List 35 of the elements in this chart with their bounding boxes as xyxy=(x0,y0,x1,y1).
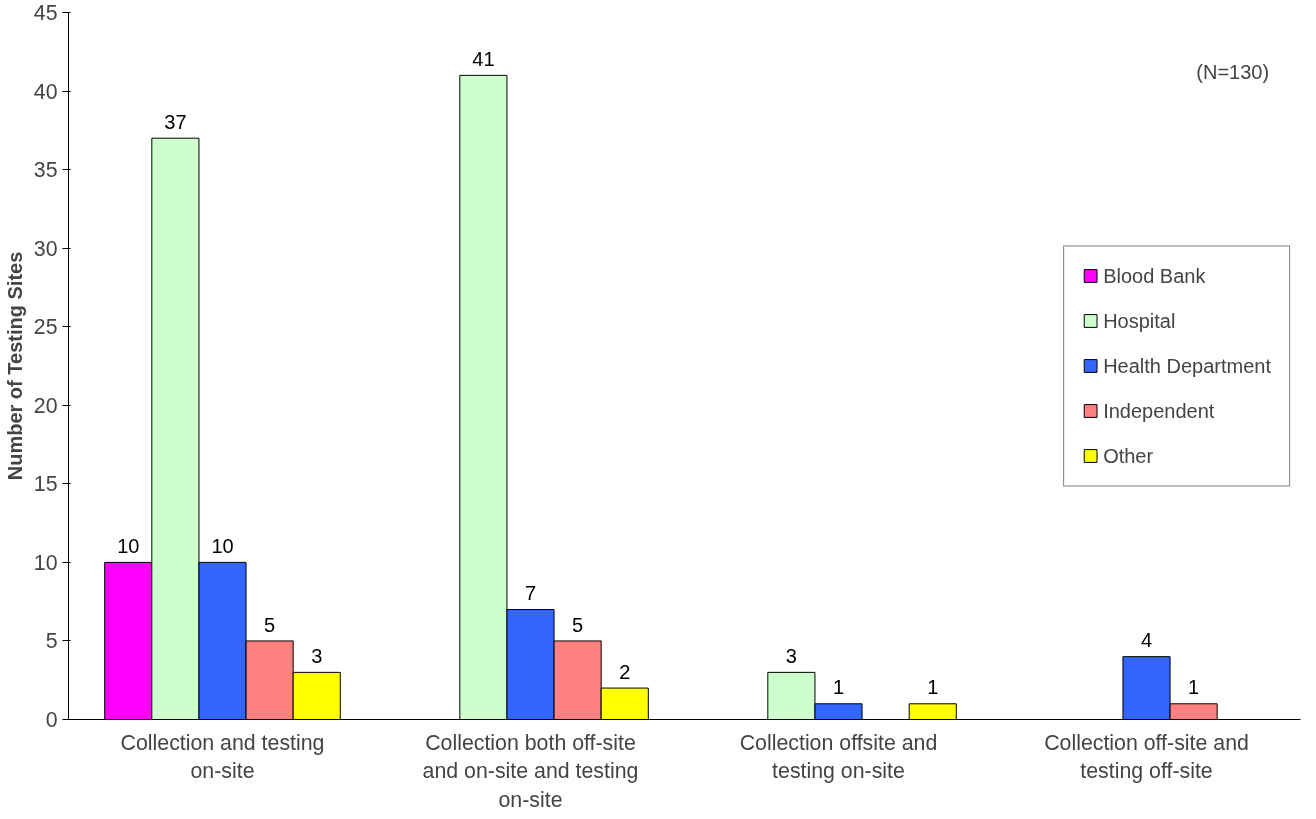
legend-label: Blood Bank xyxy=(1103,264,1206,287)
legend-label: Hospital xyxy=(1103,309,1176,332)
x-tick-label: Collection and testing on-site xyxy=(120,730,325,784)
data-label: 3 xyxy=(785,644,797,667)
y-tick-label: 10 xyxy=(33,550,58,575)
legend-label: Independent xyxy=(1103,399,1215,422)
x-tick-label: Collection offsite and testing on-site xyxy=(739,730,938,784)
y-tick-label: 15 xyxy=(33,472,58,497)
data-label: 10 xyxy=(211,534,234,557)
data-label: 5 xyxy=(264,613,276,636)
y-tick-label: 5 xyxy=(45,629,58,654)
y-axis-title: Number of Testing Sites xyxy=(3,251,26,481)
legend-label: Health Department xyxy=(1103,354,1271,377)
data-label: 1 xyxy=(832,676,845,699)
data-label: 7 xyxy=(524,582,537,605)
y-tick-label: 45 xyxy=(33,1,58,25)
data-label: 5 xyxy=(572,613,584,636)
legend-label: Other xyxy=(1103,444,1154,467)
data-label: 41 xyxy=(472,47,495,70)
y-tick-label: 30 xyxy=(33,236,58,261)
y-tick-label: 0 xyxy=(45,708,58,732)
y-tick-label: 25 xyxy=(33,315,58,340)
data-label: 4 xyxy=(1140,629,1153,652)
y-tick-label: 35 xyxy=(33,158,58,183)
data-label: 1 xyxy=(927,676,939,699)
data-label: 1 xyxy=(1188,676,1200,699)
annotation: (N=130) xyxy=(1196,61,1270,84)
data-label: 10 xyxy=(117,534,140,557)
data-label: 2 xyxy=(619,660,631,683)
y-tick-label: 40 xyxy=(33,79,58,104)
data-label: 3 xyxy=(311,644,323,667)
data-label: 37 xyxy=(164,110,187,133)
x-tick-label: Collection both off-site and on-site and testing on-site xyxy=(422,730,639,813)
y-tick-label: 20 xyxy=(33,393,58,418)
x-tick-label: Collection off-site and testing off-site xyxy=(1044,730,1249,784)
